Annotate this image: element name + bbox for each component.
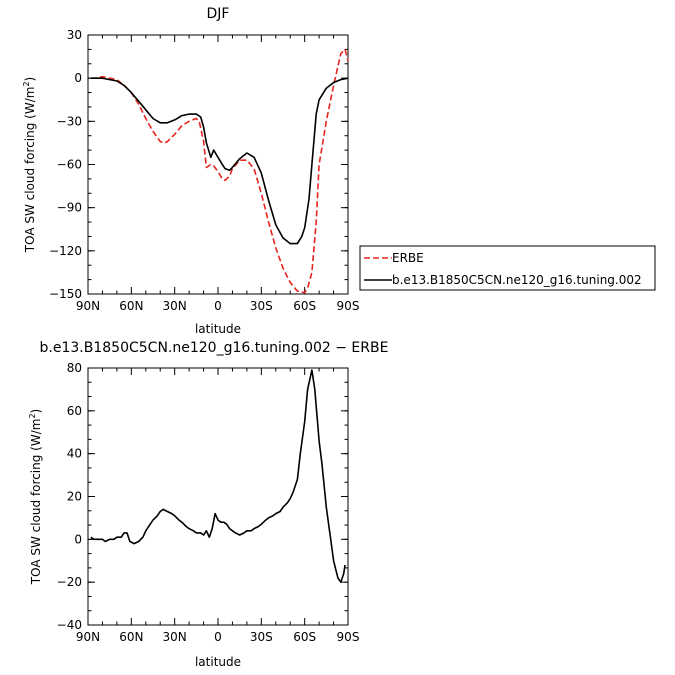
x-tick-label: 90N: [76, 630, 100, 644]
x-tick-label: 60S: [293, 630, 316, 644]
y-tick-label: −20: [57, 575, 82, 589]
y-tick-label: −40: [57, 618, 82, 632]
x-tick-label: 60N: [119, 630, 143, 644]
x-tick-label: 0: [214, 299, 222, 313]
x-tick-label: 0: [214, 630, 222, 644]
legend-label: ERBE: [392, 251, 424, 265]
y-axis-label: TOA SW cloud forcing (W/m2): [22, 77, 37, 253]
legend: ERBE b.e13.B1850C5CN.ne120_g16.tuning.002: [359, 245, 656, 291]
y-tick-label: 60: [67, 404, 82, 418]
y-tick-label: 0: [74, 532, 82, 546]
x-tick-label: 60S: [293, 299, 316, 313]
y-tick-label: 20: [67, 490, 82, 504]
y-tick-label: 0: [74, 71, 82, 85]
x-tick-label: 90N: [76, 299, 100, 313]
y-tick-label: −60: [57, 158, 82, 172]
x-tick-label: 30N: [163, 630, 187, 644]
x-tick-label: 30N: [163, 299, 187, 313]
x-axis-label: latitude: [195, 655, 241, 669]
y-tick-label: 30: [67, 28, 82, 42]
legend-box: [359, 245, 656, 291]
x-axis-label: latitude: [195, 322, 241, 336]
y-tick-label: −30: [57, 114, 82, 128]
y-tick-label: −90: [57, 201, 82, 215]
chart-djf: DJF 90N 60N 30N 0 30S 60S 90S 30 0 −30 −60 −90 −120 −1…: [22, 6, 656, 336]
x-tick-label: 30S: [250, 299, 273, 313]
y-tick-label: −120: [49, 244, 82, 258]
legend-label: b.e13.B1850C5CN.ne120_g16.tuning.002: [392, 273, 642, 287]
x-tick-label: 90S: [337, 299, 360, 313]
y-tick-label: 40: [67, 447, 82, 461]
series-line: [90, 77, 349, 245]
chart-difference: b.e13.B1850C5CN.ne120_g16.tuning.002 − E…: [28, 340, 388, 669]
x-tick-label: 30S: [250, 630, 273, 644]
plot-frame: [87, 367, 349, 626]
x-tick-label: 90S: [337, 630, 360, 644]
y-tick-label: 80: [67, 361, 82, 375]
series-line: [90, 369, 346, 584]
y-tick-label: −150: [49, 287, 82, 301]
chart-title: DJF: [207, 6, 230, 22]
chart-title: b.e13.B1850C5CN.ne120_g16.tuning.002 − E…: [40, 340, 389, 356]
series-line: [90, 48, 349, 294]
x-tick-label: 60N: [119, 299, 143, 313]
plot-frame: [87, 34, 349, 295]
y-axis-label: TOA SW cloud forcing (W/m2): [28, 409, 43, 585]
